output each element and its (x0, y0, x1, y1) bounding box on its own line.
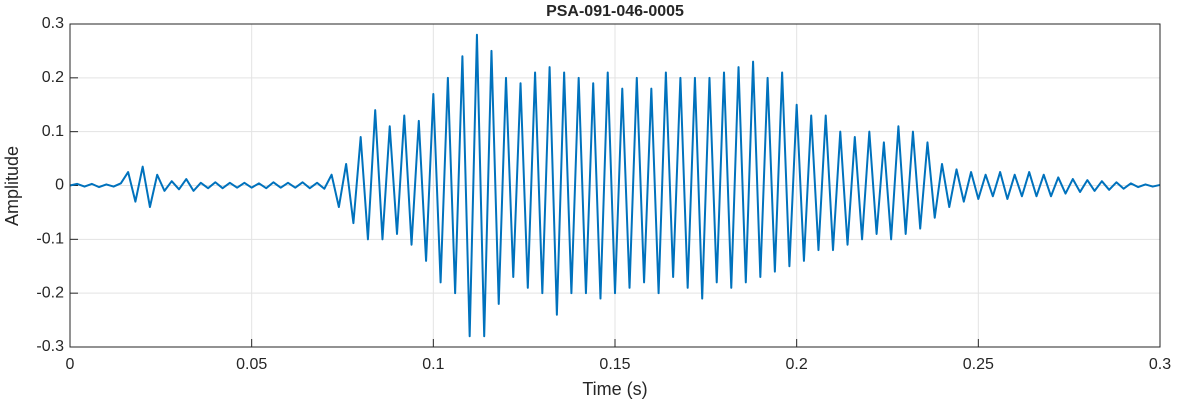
y-tick-label: 0.2 (42, 69, 64, 86)
y-tick-label: -0.3 (36, 338, 64, 355)
y-tick-label: 0.3 (42, 15, 64, 32)
axes-box (69, 23, 1161, 348)
y-tick-label: 0 (55, 177, 64, 194)
x-tick-label: 0.2 (786, 356, 808, 373)
chart-title: PSA-091-046-0005 (546, 3, 684, 20)
x-tick-label: 0.1 (422, 356, 444, 373)
x-tick-label: 0.15 (599, 356, 630, 373)
y-tick-label: -0.2 (36, 284, 64, 301)
x-axis-label: Time (s) (582, 379, 647, 399)
x-tick-label: 0.05 (236, 356, 267, 373)
y-tick-label: 0.1 (42, 123, 64, 140)
x-tick-label: 0.25 (963, 356, 994, 373)
y-axis-label: Amplitude (2, 146, 22, 226)
x-tick-label: 0.3 (1149, 356, 1171, 373)
waveform-line (69, 33, 1161, 338)
x-tick-label: 0 (66, 356, 75, 373)
y-tick-label: -0.1 (36, 231, 64, 248)
